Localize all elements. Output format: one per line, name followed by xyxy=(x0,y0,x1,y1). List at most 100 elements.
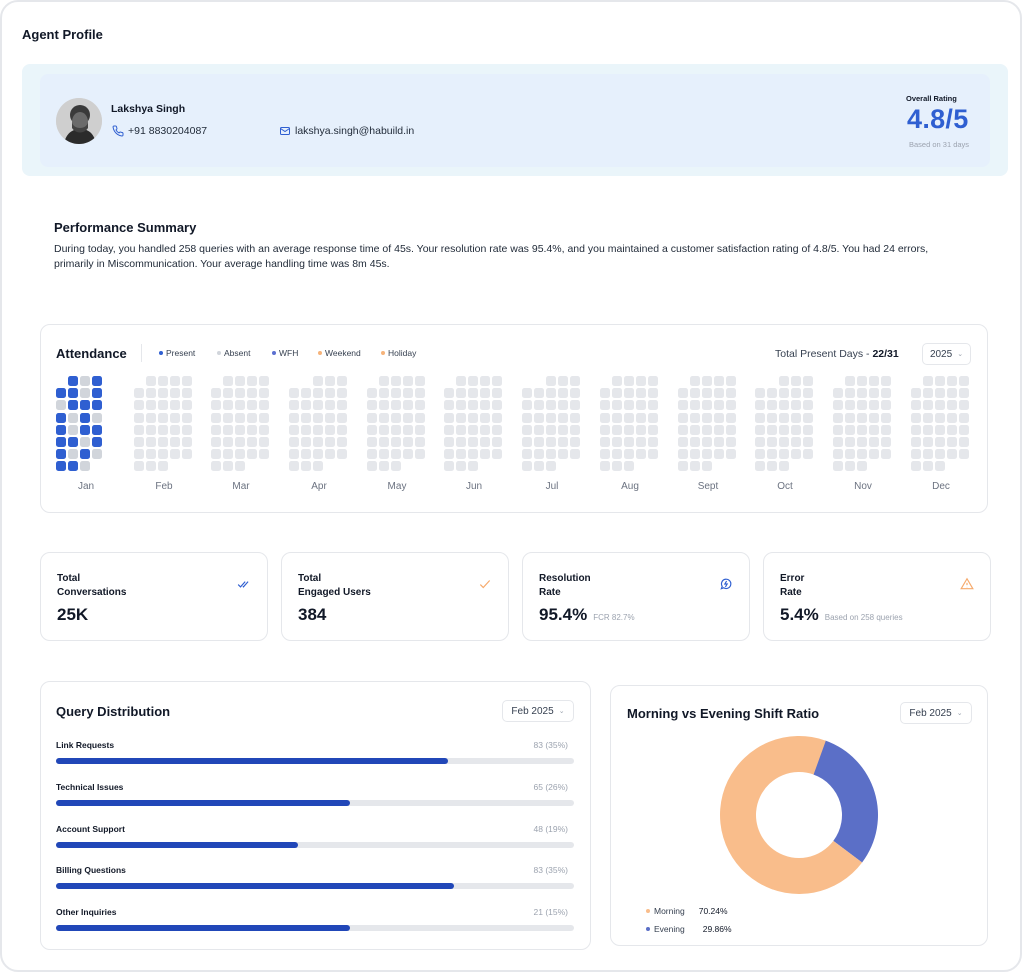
attendance-day-cell[interactable] xyxy=(947,388,957,399)
attendance-day-cell[interactable] xyxy=(570,437,580,447)
phone-contact[interactable]: +91 8830204087 xyxy=(112,125,207,137)
attendance-day-cell[interactable] xyxy=(337,449,347,460)
attendance-day-cell[interactable] xyxy=(415,388,425,399)
attendance-day-cell[interactable] xyxy=(546,449,556,460)
attendance-day-cell[interactable] xyxy=(415,424,425,435)
attendance-day-cell[interactable] xyxy=(80,412,90,423)
attendance-day-cell[interactable] xyxy=(492,400,502,411)
attendance-day-cell[interactable] xyxy=(56,400,66,411)
attendance-day-cell[interactable] xyxy=(247,376,257,386)
attendance-day-cell[interactable] xyxy=(612,424,622,435)
attendance-day-cell[interactable] xyxy=(779,376,789,386)
attendance-day-cell[interactable] xyxy=(600,424,610,435)
attendance-day-cell[interactable] xyxy=(923,376,933,386)
attendance-day-cell[interactable] xyxy=(923,412,933,423)
attendance-day-cell[interactable] xyxy=(690,376,700,386)
attendance-day-cell[interactable] xyxy=(235,461,245,472)
attendance-day-cell[interactable] xyxy=(301,412,311,423)
attendance-day-cell[interactable] xyxy=(456,376,466,386)
attendance-day-cell[interactable] xyxy=(313,437,323,447)
attendance-day-cell[interactable] xyxy=(923,461,933,472)
attendance-day-cell[interactable] xyxy=(911,400,921,411)
attendance-day-cell[interactable] xyxy=(68,424,78,435)
attendance-day-cell[interactable] xyxy=(403,388,413,399)
attendance-day-cell[interactable] xyxy=(492,388,502,399)
attendance-day-cell[interactable] xyxy=(146,424,156,435)
attendance-day-cell[interactable] xyxy=(444,437,454,447)
attendance-day-cell[interactable] xyxy=(313,388,323,399)
attendance-day-cell[interactable] xyxy=(456,461,466,472)
attendance-day-cell[interactable] xyxy=(367,388,377,399)
attendance-day-cell[interactable] xyxy=(182,376,192,386)
attendance-day-cell[interactable] xyxy=(624,449,634,460)
attendance-day-cell[interactable] xyxy=(845,388,855,399)
attendance-day-cell[interactable] xyxy=(492,412,502,423)
attendance-day-cell[interactable] xyxy=(857,376,867,386)
attendance-day-cell[interactable] xyxy=(337,376,347,386)
attendance-day-cell[interactable] xyxy=(726,424,736,435)
attendance-day-cell[interactable] xyxy=(869,412,879,423)
attendance-day-cell[interactable] xyxy=(690,461,700,472)
attendance-day-cell[interactable] xyxy=(367,424,377,435)
attendance-day-cell[interactable] xyxy=(767,424,777,435)
attendance-day-cell[interactable] xyxy=(534,461,544,472)
attendance-day-cell[interactable] xyxy=(612,437,622,447)
attendance-day-cell[interactable] xyxy=(337,424,347,435)
attendance-day-cell[interactable] xyxy=(726,388,736,399)
attendance-day-cell[interactable] xyxy=(480,412,490,423)
attendance-day-cell[interactable] xyxy=(379,461,389,472)
attendance-day-cell[interactable] xyxy=(313,424,323,435)
attendance-day-cell[interactable] xyxy=(558,424,568,435)
attendance-day-cell[interactable] xyxy=(803,376,813,386)
attendance-day-cell[interactable] xyxy=(289,424,299,435)
attendance-day-cell[interactable] xyxy=(170,424,180,435)
attendance-day-cell[interactable] xyxy=(391,412,401,423)
attendance-day-cell[interactable] xyxy=(755,437,765,447)
attendance-day-cell[interactable] xyxy=(911,388,921,399)
attendance-day-cell[interactable] xyxy=(223,424,233,435)
attendance-day-cell[interactable] xyxy=(259,449,269,460)
attendance-day-cell[interactable] xyxy=(702,461,712,472)
attendance-day-cell[interactable] xyxy=(56,424,66,435)
attendance-day-cell[interactable] xyxy=(134,412,144,423)
attendance-day-cell[interactable] xyxy=(468,412,478,423)
attendance-day-cell[interactable] xyxy=(779,437,789,447)
attendance-day-cell[interactable] xyxy=(534,424,544,435)
attendance-day-cell[interactable] xyxy=(714,400,724,411)
attendance-day-cell[interactable] xyxy=(182,424,192,435)
attendance-day-cell[interactable] xyxy=(480,449,490,460)
attendance-day-cell[interactable] xyxy=(947,412,957,423)
attendance-day-cell[interactable] xyxy=(146,449,156,460)
attendance-day-cell[interactable] xyxy=(56,461,66,472)
attendance-day-cell[interactable] xyxy=(845,424,855,435)
attendance-day-cell[interactable] xyxy=(170,400,180,411)
attendance-day-cell[interactable] xyxy=(558,412,568,423)
attendance-day-cell[interactable] xyxy=(881,412,891,423)
attendance-day-cell[interactable] xyxy=(869,449,879,460)
attendance-day-cell[interactable] xyxy=(325,437,335,447)
attendance-day-cell[interactable] xyxy=(468,461,478,472)
attendance-day-cell[interactable] xyxy=(678,424,688,435)
attendance-day-cell[interactable] xyxy=(534,412,544,423)
attendance-day-cell[interactable] xyxy=(134,461,144,472)
attendance-day-cell[interactable] xyxy=(714,388,724,399)
attendance-day-cell[interactable] xyxy=(259,388,269,399)
attendance-day-cell[interactable] xyxy=(648,412,658,423)
attendance-day-cell[interactable] xyxy=(211,437,221,447)
attendance-day-cell[interactable] xyxy=(289,412,299,423)
attendance-day-cell[interactable] xyxy=(56,449,66,460)
attendance-day-cell[interactable] xyxy=(235,412,245,423)
attendance-day-cell[interactable] xyxy=(767,437,777,447)
attendance-day-cell[interactable] xyxy=(624,412,634,423)
attendance-day-cell[interactable] xyxy=(833,424,843,435)
attendance-day-cell[interactable] xyxy=(289,461,299,472)
attendance-day-cell[interactable] xyxy=(415,437,425,447)
attendance-day-cell[interactable] xyxy=(935,437,945,447)
attendance-day-cell[interactable] xyxy=(690,412,700,423)
attendance-day-cell[interactable] xyxy=(570,376,580,386)
attendance-day-cell[interactable] xyxy=(56,412,66,423)
attendance-day-cell[interactable] xyxy=(923,449,933,460)
attendance-day-cell[interactable] xyxy=(367,400,377,411)
attendance-day-cell[interactable] xyxy=(600,449,610,460)
attendance-day-cell[interactable] xyxy=(325,400,335,411)
